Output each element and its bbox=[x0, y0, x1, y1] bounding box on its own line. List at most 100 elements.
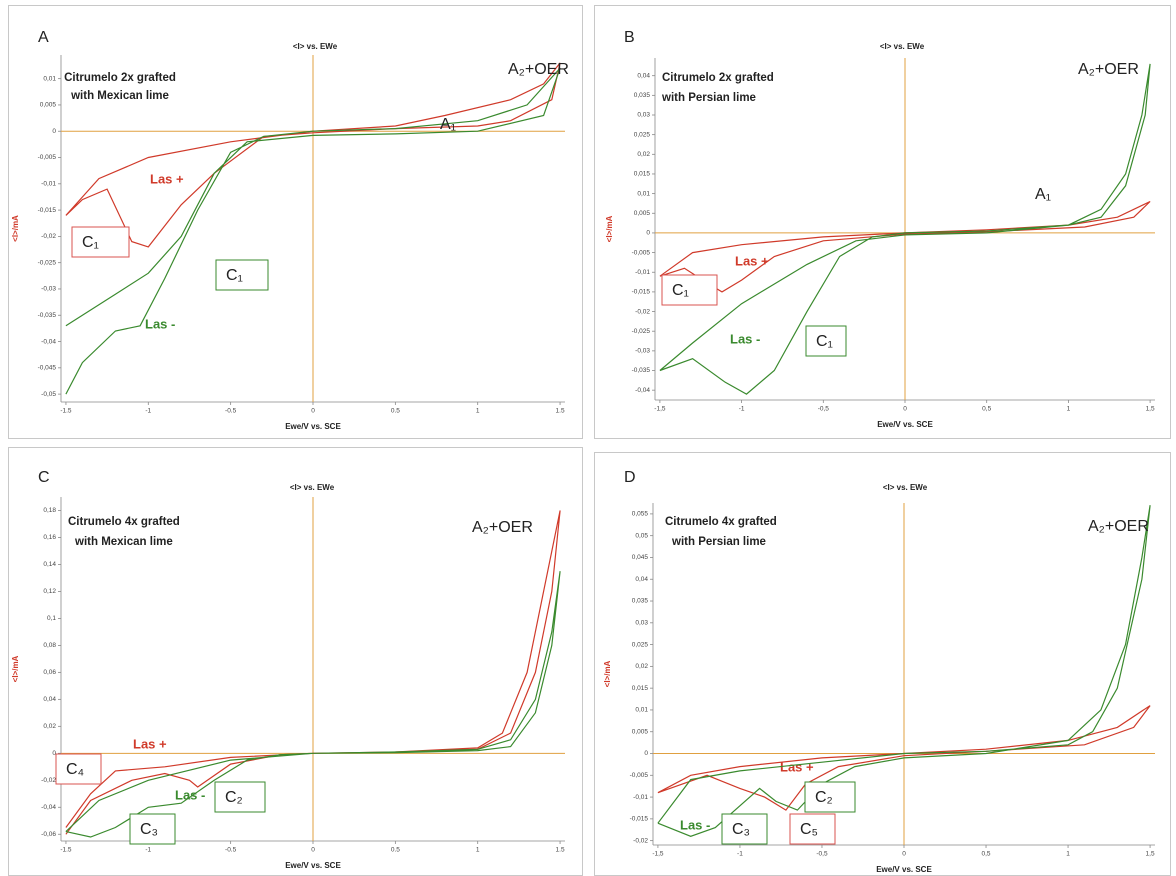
x-tick-label: -1 bbox=[739, 406, 745, 413]
cv-curve bbox=[659, 63, 1151, 395]
y-tick-label: 0,02 bbox=[43, 723, 56, 730]
x-tick-label: -1,5 bbox=[652, 851, 664, 858]
chart-title: <I> vs. EWe bbox=[880, 42, 925, 51]
y-tick-label: 0 bbox=[52, 750, 56, 757]
y-tick-label: -0,035 bbox=[632, 367, 651, 374]
series-label: Las - bbox=[145, 316, 175, 331]
sample-label: with Persian lime bbox=[661, 92, 756, 104]
cv-curve bbox=[65, 510, 561, 835]
annotation-box bbox=[804, 781, 856, 813]
annotation: C₂ bbox=[815, 789, 833, 806]
x-tick-label: 1,5 bbox=[1146, 851, 1155, 858]
y-tick-label: -0,025 bbox=[632, 328, 651, 335]
y-tick-label: 0,05 bbox=[635, 532, 648, 539]
sample-label: with Mexican lime bbox=[70, 90, 169, 102]
sample-label: with Mexican lime bbox=[74, 536, 173, 548]
annotation-box bbox=[661, 274, 718, 306]
y-tick-label: -0,01 bbox=[41, 181, 56, 188]
x-tick-label: 1.5 bbox=[556, 408, 565, 415]
x-tick-label: 0,5 bbox=[982, 406, 991, 413]
y-tick-label: 0,03 bbox=[635, 620, 648, 627]
y-tick-label: -0,01 bbox=[635, 269, 650, 276]
annotation: A₂+OER bbox=[1078, 61, 1139, 78]
annotation: A₂+OER bbox=[1088, 518, 1149, 535]
y-tick-label: 0,005 bbox=[634, 210, 651, 217]
sample-label: Citrumelo 4x grafted bbox=[68, 516, 180, 528]
panel-letter: D bbox=[624, 469, 636, 486]
annotation-box bbox=[721, 813, 768, 845]
y-tick-label: 0,02 bbox=[637, 151, 650, 158]
y-tick-label: 0,035 bbox=[632, 598, 649, 605]
y-tick-label: -0,02 bbox=[635, 308, 650, 315]
y-tick-label: 0,03 bbox=[637, 112, 650, 119]
cv-curve bbox=[659, 200, 1151, 293]
annotation: C₂ bbox=[225, 789, 243, 806]
x-tick-label: -0.5 bbox=[225, 408, 237, 415]
y-axis-label: <I>/mA bbox=[11, 655, 20, 682]
annotation: A₁ bbox=[1035, 186, 1051, 203]
y-tick-label: 0,045 bbox=[632, 554, 649, 561]
panel-letter: A bbox=[38, 29, 49, 46]
x-tick-label: -0,5 bbox=[816, 851, 828, 858]
y-tick-label: 0,005 bbox=[40, 102, 57, 109]
annotation-box bbox=[805, 325, 847, 357]
y-tick-label: 0,16 bbox=[43, 534, 56, 541]
y-tick-label: 0,005 bbox=[632, 728, 649, 735]
panel-frame bbox=[8, 5, 583, 439]
x-tick-label: 0.5 bbox=[391, 408, 400, 415]
chart-title: <I> vs. EWe bbox=[883, 483, 928, 492]
x-tick-label: -1,5 bbox=[654, 406, 666, 413]
x-tick-label: 1 bbox=[476, 408, 480, 415]
annotation-box bbox=[129, 813, 176, 845]
y-tick-label: -0,06 bbox=[41, 831, 56, 838]
annotation-box bbox=[789, 813, 836, 845]
y-tick-label: 0,1 bbox=[47, 615, 56, 622]
y-tick-label: -0,04 bbox=[41, 338, 56, 345]
x-tick-label: -0,5 bbox=[818, 406, 830, 413]
y-tick-label: 0,08 bbox=[43, 642, 56, 649]
x-tick-label: 1.5 bbox=[556, 847, 565, 854]
y-tick-label: 0,025 bbox=[632, 641, 649, 648]
y-tick-label: -0,035 bbox=[38, 312, 57, 319]
cv-curve bbox=[657, 705, 1151, 811]
sample-label: Citrumelo 4x grafted bbox=[665, 516, 777, 528]
y-tick-label: 0 bbox=[646, 230, 650, 237]
sample-label: Citrumelo 2x grafted bbox=[64, 72, 176, 84]
sample-label: with Persian lime bbox=[671, 536, 766, 548]
y-tick-label: -0,04 bbox=[635, 387, 650, 394]
x-axis-label: Ewe/V vs. SCE bbox=[876, 865, 932, 874]
x-tick-label: 1 bbox=[1067, 406, 1071, 413]
y-tick-label: 0,01 bbox=[43, 75, 56, 82]
y-tick-label: 0,01 bbox=[637, 190, 650, 197]
panel-letter: B bbox=[624, 29, 635, 46]
y-tick-label: -0,05 bbox=[41, 391, 56, 398]
annotation: C₁ bbox=[672, 282, 689, 299]
annotation: A₂+OER bbox=[508, 61, 569, 78]
panel-frame bbox=[594, 5, 1171, 439]
y-tick-label: -0,015 bbox=[632, 289, 651, 296]
x-tick-label: -0.5 bbox=[225, 847, 237, 854]
sample-label: Citrumelo 2x grafted bbox=[662, 72, 774, 84]
y-tick-label: 0,025 bbox=[634, 131, 651, 138]
y-tick-label: 0,035 bbox=[634, 92, 651, 99]
y-tick-label: -0,045 bbox=[38, 365, 57, 372]
y-tick-label: 0,04 bbox=[635, 576, 648, 583]
annotation: A₂+OER bbox=[472, 519, 533, 536]
y-tick-label: 0 bbox=[52, 128, 56, 135]
annotation: C₁ bbox=[816, 333, 833, 350]
x-tick-label: 0 bbox=[903, 406, 907, 413]
annotation: A₁ bbox=[440, 116, 456, 133]
series-label: Las + bbox=[780, 759, 814, 774]
annotation: C₁ bbox=[226, 267, 243, 284]
panel-frame bbox=[8, 447, 583, 876]
y-tick-label: 0,055 bbox=[632, 511, 649, 518]
y-tick-label: -0,005 bbox=[630, 772, 649, 779]
y-tick-label: 0,015 bbox=[632, 685, 649, 692]
annotation: C₃ bbox=[732, 821, 750, 838]
y-tick-label: -0,01 bbox=[633, 794, 648, 801]
y-tick-label: 0,06 bbox=[43, 669, 56, 676]
series-label: Las + bbox=[735, 253, 769, 268]
y-tick-label: 0,14 bbox=[43, 561, 56, 568]
x-tick-label: -1 bbox=[145, 408, 151, 415]
